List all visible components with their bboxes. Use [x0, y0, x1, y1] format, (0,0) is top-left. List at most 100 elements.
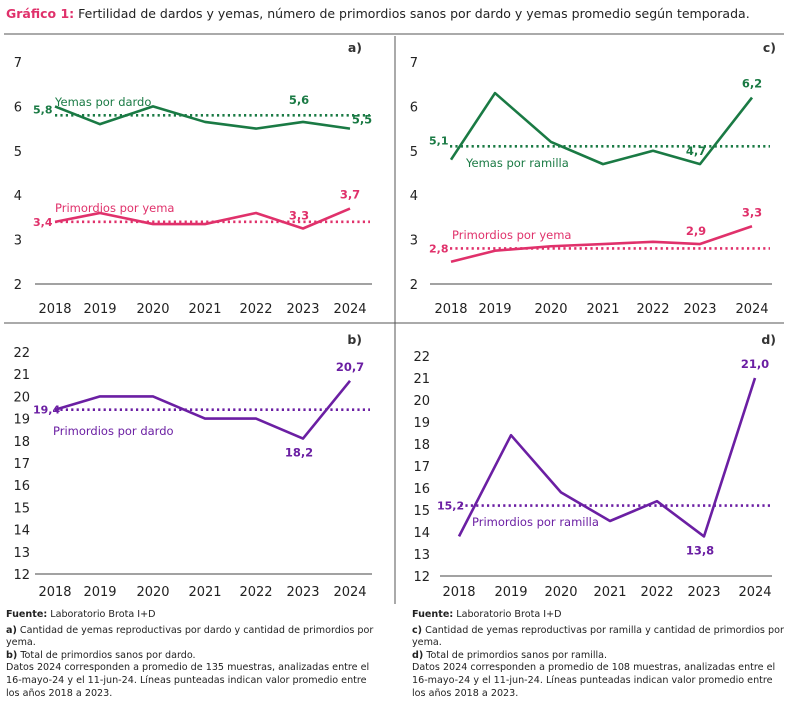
series-name: Primordios por yema — [55, 201, 174, 215]
average-label: 5,8 — [33, 103, 53, 116]
y-tick-label: 21 — [413, 372, 430, 387]
y-tick-label: 13 — [413, 548, 430, 563]
x-tick-label: 2018 — [38, 302, 71, 317]
figure-number: Gráfico 1: — [6, 6, 75, 21]
source-text: Laboratorio Brota I+D — [50, 609, 156, 620]
y-tick-label: 5 — [14, 145, 22, 160]
y-tick-label: 19 — [413, 416, 430, 431]
x-tick-label: 2021 — [586, 302, 619, 317]
y-tick-label: 17 — [13, 457, 30, 472]
series-line — [54, 105, 351, 130]
panel-label: b) — [347, 332, 362, 347]
data-label: 6,2 — [742, 77, 762, 91]
y-tick-label: 5 — [410, 145, 418, 160]
y-tick-label: 17 — [413, 460, 430, 475]
note-a-label: a) — [6, 624, 17, 636]
y-tick-label: 21 — [13, 368, 30, 383]
x-tick-label: 2021 — [188, 302, 221, 317]
x-tick-label: 2019 — [478, 302, 511, 317]
data-label: 4,7 — [686, 144, 706, 158]
data-label: 3,3 — [289, 209, 309, 223]
notes-right: Fuente: Laboratorio Brota I+D c) Cantida… — [412, 609, 787, 700]
y-tick-label: 18 — [413, 438, 430, 453]
series-line — [54, 207, 351, 230]
note-b-text: Total de primordios sanos por dardo. — [20, 649, 196, 661]
note-c-text: Cantidad de yemas reproductivas por rami… — [412, 624, 784, 649]
x-tick-label: 2020 — [136, 585, 169, 600]
y-tick-label: 20 — [413, 394, 430, 409]
y-tick-label: 6 — [14, 100, 22, 115]
note-data-text: Datos 2024 corresponden a promedio de 13… — [6, 662, 370, 699]
y-tick-label: 12 — [413, 570, 430, 585]
note-c-label: c) — [412, 624, 423, 636]
y-tick-label: 20 — [13, 390, 30, 405]
x-tick-label: 2024 — [735, 302, 768, 317]
y-tick-label: 14 — [13, 524, 30, 539]
average-label: 19,4 — [33, 404, 60, 417]
y-tick-label: 12 — [13, 568, 30, 583]
y-tick-label: 4 — [14, 189, 22, 204]
series-name: Primordios por yema — [452, 228, 571, 242]
data-label: 5,5 — [352, 113, 372, 127]
y-tick-label: 14 — [413, 526, 430, 541]
x-tick-label: 2022 — [239, 585, 272, 600]
source-label: Fuente: — [412, 609, 454, 620]
figure-title-text: Fertilidad de dardos y yemas, número de … — [78, 6, 750, 21]
data-label: 18,2 — [285, 446, 313, 460]
series-line — [449, 91, 754, 166]
x-tick-label: 2019 — [83, 585, 116, 600]
x-tick-label: 2018 — [442, 585, 475, 600]
data-label: 2,9 — [686, 224, 706, 238]
y-tick-label: 16 — [13, 479, 30, 494]
x-tick-label: 2018 — [434, 302, 467, 317]
y-tick-label: 2 — [14, 278, 22, 293]
x-tick-label: 2019 — [494, 585, 527, 600]
x-tick-label: 2024 — [333, 585, 366, 600]
notes-left: Fuente: Laboratorio Brota I+D a) Cantida… — [6, 609, 381, 700]
x-tick-label: 2023 — [683, 302, 716, 317]
y-tick-label: 7 — [410, 56, 418, 71]
y-tick-label: 3 — [410, 234, 418, 249]
series-line — [450, 225, 753, 264]
x-tick-label: 2020 — [136, 302, 169, 317]
source-label: Fuente: — [6, 609, 48, 620]
y-tick-label: 15 — [13, 501, 30, 516]
note-data-text: Datos 2024 corresponden a promedio de 10… — [412, 662, 776, 699]
y-tick-label: 15 — [413, 504, 430, 519]
panel-label: d) — [761, 332, 776, 347]
series-name: Primordios por dardo — [53, 424, 174, 438]
x-tick-label: 2019 — [83, 302, 116, 317]
data-label: 3,7 — [340, 188, 360, 202]
data-label: 20,7 — [336, 360, 364, 374]
y-tick-label: 2 — [410, 278, 418, 293]
note-b-label: b) — [6, 649, 18, 661]
data-label: 21,0 — [741, 357, 769, 371]
x-tick-label: 2024 — [738, 585, 771, 600]
x-tick-label: 2021 — [188, 585, 221, 600]
x-tick-label: 2022 — [239, 302, 272, 317]
series-name: Yemas por dardo — [54, 95, 151, 109]
note-d-label: d) — [412, 649, 424, 661]
x-tick-label: 2022 — [636, 302, 669, 317]
data-label: 13,8 — [686, 543, 714, 557]
note-d-text: Total de primordios sanos por ramilla. — [426, 649, 608, 661]
series-line — [54, 380, 352, 440]
y-tick-label: 6 — [410, 100, 418, 115]
x-tick-label: 2020 — [534, 302, 567, 317]
y-tick-label: 18 — [13, 435, 30, 450]
series-line — [457, 377, 757, 538]
x-tick-label: 2022 — [640, 585, 673, 600]
x-tick-label: 2023 — [687, 585, 720, 600]
x-tick-label: 2023 — [286, 302, 319, 317]
y-tick-label: 4 — [410, 189, 418, 204]
x-tick-label: 2023 — [286, 585, 319, 600]
series-name: Primordios por ramilla — [472, 515, 599, 529]
y-tick-label: 22 — [13, 346, 30, 361]
source-text: Laboratorio Brota I+D — [456, 609, 562, 620]
note-a-text: Cantidad de yemas reproductivas por dard… — [6, 624, 374, 649]
average-label: 2,8 — [429, 242, 449, 255]
panel-label: a) — [348, 40, 362, 55]
x-tick-label: 2020 — [544, 585, 577, 600]
y-tick-label: 19 — [13, 413, 30, 428]
